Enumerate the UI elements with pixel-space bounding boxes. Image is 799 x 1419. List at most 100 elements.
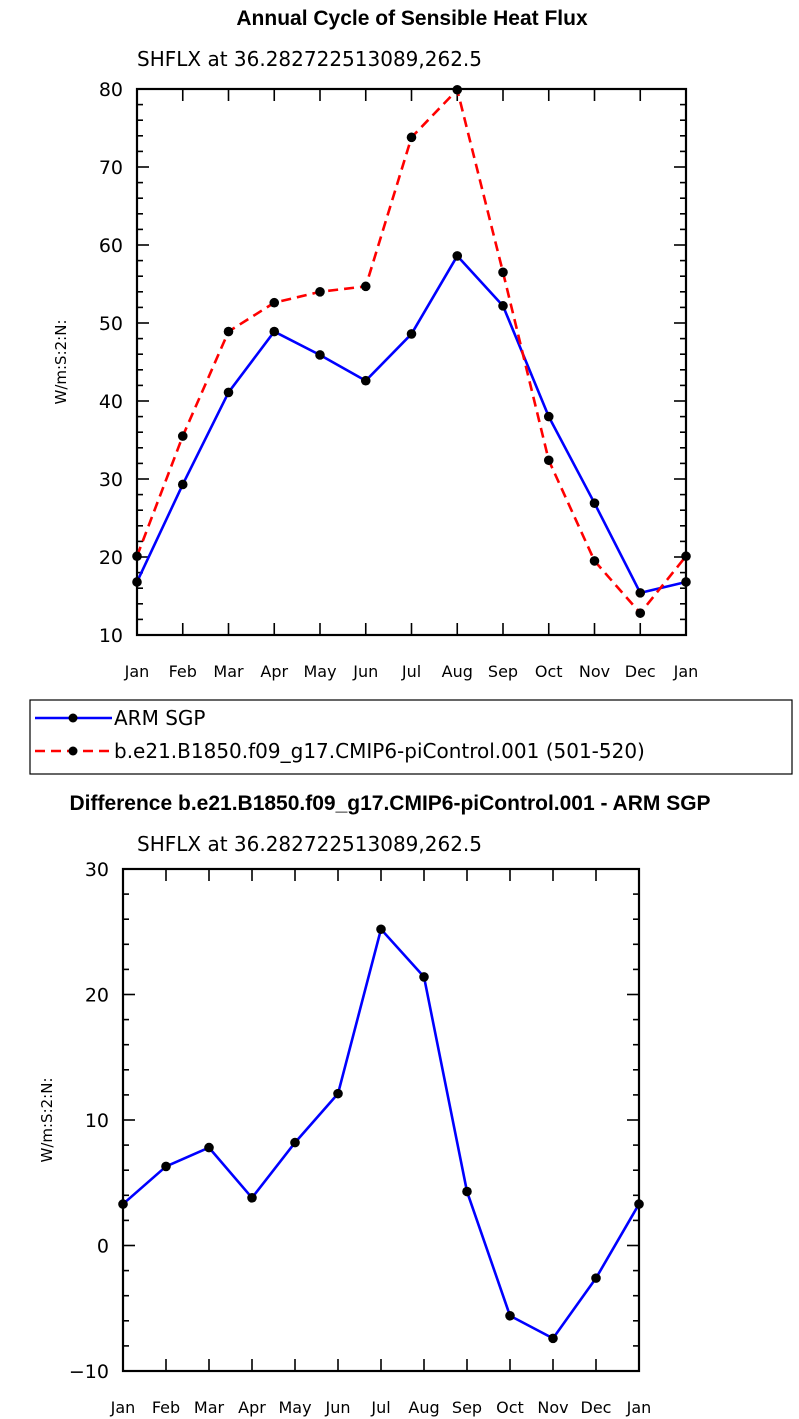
- y-tick-label: 80: [99, 79, 123, 101]
- chart1-series: [132, 84, 691, 618]
- legend-box: [29, 699, 793, 775]
- data-point-s1-6: [406, 132, 417, 143]
- x-tick-label: Feb: [169, 662, 197, 681]
- data-point-s0-6: [406, 329, 417, 339]
- x-tick-label: Jun: [325, 1398, 351, 1417]
- y-tick-label: 10: [85, 1110, 109, 1132]
- data-point-s1-7: [452, 84, 463, 95]
- chart2-tick-labels: −10 0 10 20 30 Jan Feb Mar Apr May Jun Jul Aug Sep Oct…: [69, 859, 651, 1417]
- y-tick-label: −10: [69, 1361, 109, 1383]
- chart1-y-axis-label: W/m:S:2:N:: [52, 320, 70, 405]
- chart2-y-axis-label: W/m:S:2:N:: [38, 1078, 56, 1163]
- chart1-subtitle: SHFLX at 36.282722513089,262.5: [137, 47, 482, 71]
- y-tick-label: 50: [99, 313, 123, 335]
- y-tick-label: 0: [97, 1236, 109, 1258]
- data-point-s1-11: [635, 608, 646, 618]
- data-point-s0-9: [505, 1310, 515, 1321]
- data-point-s0-0: [132, 577, 142, 587]
- data-point-s1-3: [269, 297, 280, 308]
- x-tick-label: Apr: [260, 662, 288, 681]
- data-point-s1-0: [132, 551, 142, 562]
- chart2-series: [118, 924, 644, 1344]
- y-tick-label: 30: [85, 859, 109, 881]
- x-tick-label: Dec: [581, 1398, 612, 1417]
- data-point-s0-2: [204, 1142, 214, 1153]
- data-point-s0-5: [360, 375, 371, 386]
- y-tick-label: 70: [99, 157, 123, 179]
- data-point-s0-4: [315, 350, 325, 360]
- x-tick-label: Sep: [452, 1398, 482, 1417]
- x-tick-label: Oct: [535, 662, 563, 681]
- x-tick-label: Dec: [625, 662, 656, 681]
- series-line-0: [122, 927, 641, 1340]
- legend-marker-cmip6: [68, 746, 78, 756]
- data-point-s0-3: [269, 326, 280, 337]
- x-tick-label: Jan: [110, 1398, 136, 1417]
- data-point-s0-1: [161, 1161, 171, 1172]
- y-tick-label: 20: [85, 985, 109, 1007]
- series-line-0: [135, 254, 687, 595]
- data-point-s1-2: [223, 326, 234, 337]
- legend: ARM SGP b.e21.B1850.f09_g17.CMIP6-piCont…: [29, 699, 793, 775]
- x-tick-label: Jan: [124, 662, 150, 681]
- data-point-s0-7: [419, 972, 429, 982]
- x-tick-label: Apr: [238, 1398, 266, 1417]
- chart2-title: Difference b.e21.B1850.f09_g17.CMIP6-piC…: [69, 792, 710, 815]
- legend-label-arm-sgp: ARM SGP: [114, 706, 205, 730]
- chart2-plot-area: [121, 867, 641, 1373]
- x-tick-label: May: [303, 662, 336, 681]
- data-point-s0-11: [591, 1273, 601, 1283]
- data-point-s0-5: [333, 1088, 343, 1099]
- data-point-s0-3: [247, 1193, 257, 1203]
- data-point-s0-2: [223, 387, 234, 398]
- y-tick-label: 10: [99, 625, 123, 647]
- data-point-s0-12: [634, 1199, 644, 1209]
- x-tick-label: Jul: [370, 1398, 390, 1417]
- chart1-title: Annual Cycle of Sensible Heat Flux: [236, 7, 588, 30]
- x-tick-label: Nov: [537, 1398, 568, 1417]
- data-point-s0-1: [177, 479, 188, 490]
- data-point-s0-8: [462, 1186, 472, 1197]
- data-point-s0-10: [589, 498, 600, 508]
- data-point-s1-9: [543, 455, 554, 466]
- y-tick-label: 40: [99, 391, 123, 413]
- data-point-s1-12: [681, 551, 691, 562]
- x-tick-label: Nov: [579, 662, 610, 681]
- data-point-s0-10: [548, 1333, 558, 1344]
- y-tick-label: 60: [99, 235, 123, 257]
- data-point-s0-7: [452, 251, 463, 261]
- chart1-tick-labels: 10 20 30 40 50 60 70 80 Jan Feb Mar Apr May Jun Jul Aug…: [99, 79, 699, 681]
- x-tick-label: Aug: [408, 1398, 439, 1417]
- x-tick-label: Mar: [213, 662, 244, 681]
- data-point-s0-6: [376, 924, 386, 935]
- y-tick-label: 20: [99, 547, 123, 569]
- x-tick-label: Jan: [673, 662, 699, 681]
- data-point-s0-12: [681, 577, 691, 587]
- data-point-s0-9: [543, 411, 554, 422]
- x-tick-label: Sep: [488, 662, 518, 681]
- x-tick-label: Feb: [152, 1398, 180, 1417]
- x-tick-label: Jul: [401, 662, 421, 681]
- y-tick-label: 30: [99, 469, 123, 491]
- data-point-s0-4: [290, 1137, 300, 1148]
- plot-frame: [121, 867, 641, 1373]
- data-point-s1-4: [315, 287, 325, 297]
- data-point-s0-11: [635, 588, 646, 598]
- data-point-s1-8: [498, 267, 508, 278]
- x-tick-label: Aug: [442, 662, 473, 681]
- legend-marker-arm-sgp: [68, 713, 78, 723]
- data-point-s0-0: [118, 1199, 128, 1209]
- plot-frame: [135, 87, 688, 637]
- data-point-s1-1: [177, 431, 188, 441]
- chart1-plot-area: [135, 87, 688, 637]
- x-tick-label: Oct: [496, 1398, 524, 1417]
- data-point-s1-5: [360, 281, 371, 292]
- legend-label-cmip6: b.e21.B1850.f09_g17.CMIP6-piControl.001 …: [114, 739, 645, 763]
- x-tick-label: May: [278, 1398, 311, 1417]
- x-tick-label: Mar: [194, 1398, 225, 1417]
- chart2-subtitle: SHFLX at 36.282722513089,262.5: [137, 832, 482, 856]
- data-point-s0-8: [498, 301, 508, 311]
- series-line-1: [135, 88, 688, 615]
- x-tick-label: Jun: [352, 662, 378, 681]
